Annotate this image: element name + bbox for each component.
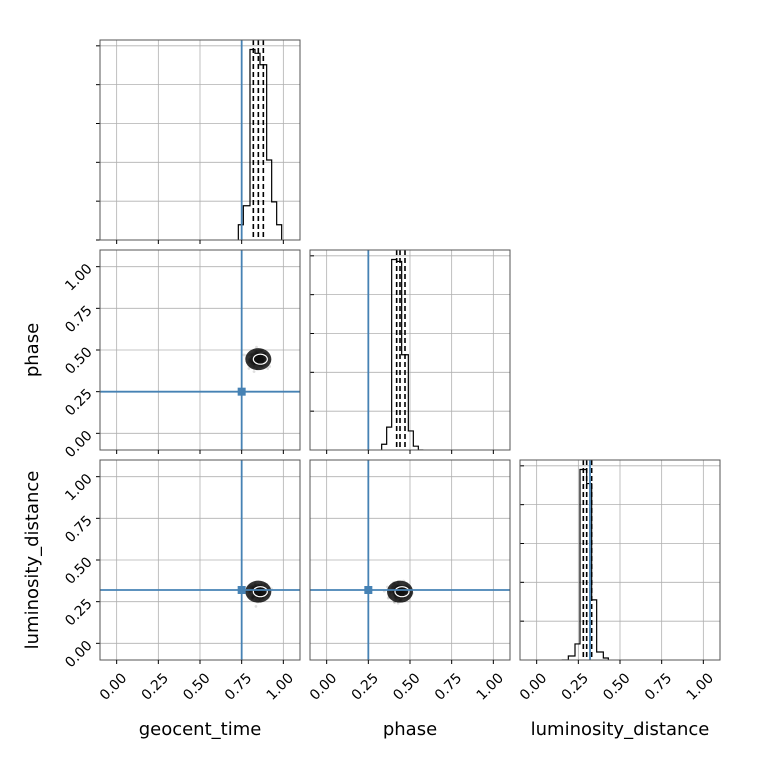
x-tick-label: 0.00	[307, 670, 340, 703]
sample-point	[268, 365, 272, 368]
y-tick-label: 0.75	[62, 303, 95, 336]
truth-marker	[237, 586, 246, 594]
truth-marker	[237, 387, 246, 396]
x-tick-label: 0.50	[600, 670, 633, 703]
y-tick-label: 1.00	[62, 261, 95, 294]
x-tick-label: 0.75	[642, 670, 675, 703]
y-tick-label: 0.50	[62, 344, 95, 377]
panel-geocent_time-vs-geocent_time	[96, 39, 301, 244]
x-tick-label: 0.25	[139, 670, 172, 703]
density-core	[245, 348, 272, 371]
sample-cloud	[242, 345, 272, 374]
sample-cloud	[244, 580, 273, 608]
y-tick-label: 0.00	[62, 428, 95, 461]
panel-plot-area	[310, 250, 510, 450]
panel-phase-vs-phase	[309, 249, 511, 454]
x-tick-label: 1.00	[474, 670, 507, 703]
panel-luminosity_distance-vs-luminosity_distance: 0.00 0.25 0.50 0.75 1.00	[517, 459, 721, 704]
x-tick-label: 1.00	[684, 670, 717, 703]
density-contour	[394, 586, 410, 598]
histogram-geocent_time	[237, 48, 283, 240]
panel-plot-area	[520, 460, 720, 660]
density-contour	[252, 586, 268, 598]
x-tick-label: 0.25	[349, 670, 382, 703]
histogram-phase	[381, 258, 424, 450]
y-tick-label: 0.75	[62, 513, 95, 546]
sample-point	[254, 605, 258, 608]
x-axis-label-phase: phase	[383, 719, 437, 740]
x-axis-label-geocent_time: geocent_time	[139, 719, 262, 740]
sample-point	[247, 367, 251, 370]
y-tick-label: 0.50	[62, 554, 95, 587]
y-tick-label: 0.25	[62, 596, 95, 629]
y-tick-label: 0.25	[62, 386, 95, 419]
panel-plot-area	[100, 250, 300, 450]
x-tick-label: 0.75	[432, 670, 465, 703]
x-tick-label: 0.50	[390, 670, 423, 703]
x-tick-label: 0.25	[559, 670, 592, 703]
panel-plot-area	[100, 460, 300, 660]
sample-cloud	[382, 579, 414, 605]
y-tick-label: 0.00	[62, 638, 95, 671]
y-tick-label: 1.00	[62, 471, 95, 504]
y-axis-label-luminosity_distance: luminosity_distance	[22, 471, 43, 650]
panel-phase-vs-geocent_time: 0.00 0.25 0.50 0.75 1.00	[62, 249, 301, 461]
panel-luminosity_distance-vs-geocent_time: 0.000.250.500.751.000.00 0.25 0.50 0.75 1.00	[62, 459, 301, 704]
histogram-luminosity_distance	[561, 468, 609, 660]
panel-luminosity_distance-vs-phase: 0.00 0.25 0.50 0.75 1.00	[307, 459, 511, 704]
density-core	[387, 580, 413, 603]
panel-plot-area	[310, 460, 510, 660]
x-axis-label-luminosity_distance: luminosity_distance	[531, 719, 710, 740]
x-tick-label: 0.50	[180, 670, 213, 703]
panel-plot-area	[100, 40, 300, 240]
x-tick-label: 0.75	[222, 670, 255, 703]
sample-point	[266, 367, 270, 370]
density-contour	[252, 353, 268, 365]
truth-marker	[364, 586, 373, 594]
x-tick-label: 0.00	[97, 670, 130, 703]
x-tick-label: 0.00	[517, 670, 550, 703]
y-axis-label-phase: phase	[22, 323, 43, 377]
x-tick-label: 1.00	[264, 670, 297, 703]
sample-point	[252, 370, 256, 374]
sample-point	[255, 345, 258, 349]
density-core	[245, 580, 272, 603]
sample-point	[242, 353, 246, 357]
